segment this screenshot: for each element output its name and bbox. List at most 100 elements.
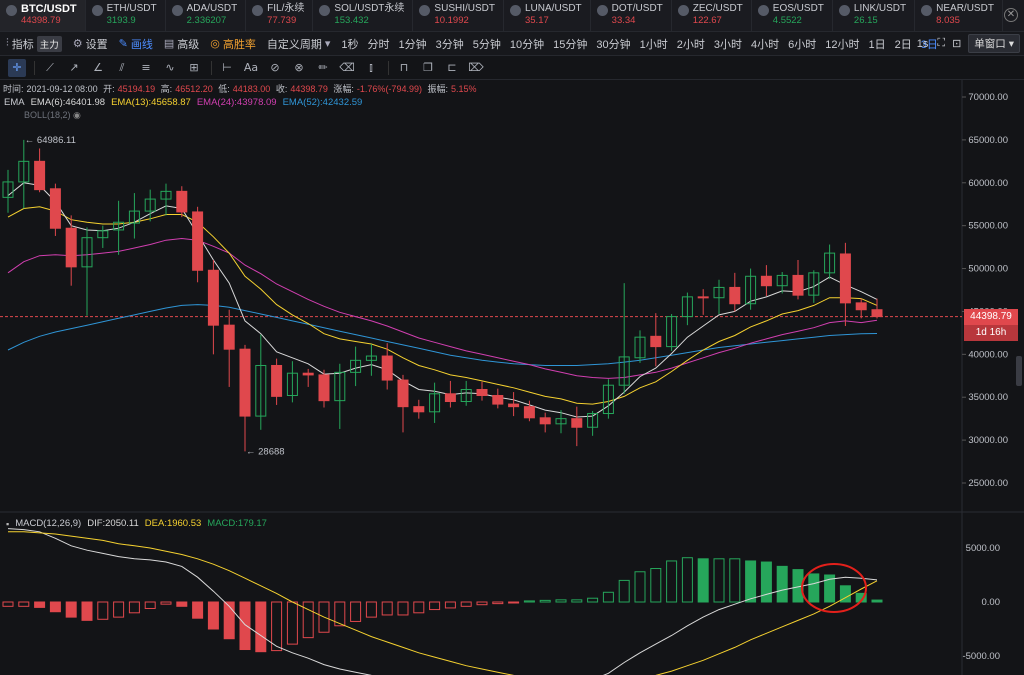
parallel-icon[interactable]: ≡ <box>141 61 151 74</box>
price-scale-handle[interactable] <box>1016 356 1022 386</box>
ticker-symbol: FIL/永续 <box>267 3 305 14</box>
wave-icon[interactable]: ∿ <box>165 61 175 74</box>
macd-bar <box>318 601 330 633</box>
custom-period-dropdown[interactable]: 自定义周期 ▾ <box>267 36 331 52</box>
ticker-item[interactable]: SUSHI/USDT 10.1992 <box>413 0 504 31</box>
magnet-icon[interactable]: ⊘ <box>270 61 280 74</box>
brush-icon[interactable]: ✏ <box>318 61 328 74</box>
macd-name[interactable]: MACD(12,26,9) <box>15 518 82 529</box>
chart-area[interactable]: 70000.00 65000.00 60000.00 55000.00 50000.00… <box>0 80 1024 675</box>
dif-line <box>7 528 878 675</box>
candle-body <box>397 379 409 408</box>
toolbar-divider <box>211 60 212 75</box>
interval-button[interactable]: 2小时 <box>676 38 705 51</box>
ticker-price: 35.17 <box>524 15 549 26</box>
macd-bar <box>429 601 441 611</box>
interval-button[interactable]: 5分钟 <box>472 38 501 51</box>
ticker-item[interactable]: SOL/USDT永续 153.432 <box>313 0 414 31</box>
candle-body <box>539 417 551 425</box>
ticker-symbol: BTC/USDT <box>21 3 77 15</box>
trendline-icon[interactable]: ⟋ <box>46 60 54 74</box>
eraser-icon[interactable]: ⌫ <box>339 61 355 74</box>
interval-button[interactable]: 10分钟 <box>509 38 545 51</box>
interval-button[interactable]: 15分钟 <box>553 38 588 51</box>
text-icon[interactable]: Aa <box>243 61 259 74</box>
candle-body <box>255 364 267 417</box>
screenshot-icon[interactable]: ⊡ <box>952 38 962 50</box>
interval-button[interactable]: 1小时 <box>639 38 668 51</box>
candle-body <box>160 190 172 200</box>
open-label: 开: <box>103 84 115 94</box>
interval-button[interactable]: 30分钟 <box>596 38 631 51</box>
candle-body <box>681 296 693 318</box>
candle-body <box>492 395 504 405</box>
boll-legend[interactable]: BOLL(18,2) ◉ <box>24 110 81 121</box>
candle-type-icon[interactable]: ⫾ <box>369 60 373 74</box>
interval-button[interactable]: 12小时 <box>825 38 860 51</box>
winrate-button[interactable]: ◎ 高胜率 <box>210 36 256 52</box>
ticker-item[interactable]: EOS/USDT 4.5522 <box>752 0 833 31</box>
ray-icon[interactable]: ↗ <box>69 61 79 74</box>
ticker-price: 3193.9 <box>106 15 136 26</box>
ema13-value: EMA(13):45658.87 <box>111 97 191 108</box>
eye-icon[interactable]: ◉ <box>73 110 81 120</box>
price-tick-label: 30000.00 <box>968 435 1008 446</box>
advanced-icon: ▤ <box>163 38 175 50</box>
chevron-down-icon: ▾ <box>324 38 331 50</box>
high-value: 46512.20 <box>175 84 213 94</box>
interval-button[interactable]: 4小时 <box>751 38 780 51</box>
interval-1s-button[interactable]: 1s <box>916 37 929 50</box>
lock-draw-icon[interactable]: ⊗ <box>294 61 304 74</box>
ema6-line <box>7 182 878 418</box>
add-box-icon[interactable]: ⊞ <box>189 61 199 74</box>
single-window-dropdown[interactable]: 单窗口 ▾ <box>968 34 1020 53</box>
macd-bar <box>555 599 567 603</box>
ema24-value: EMA(24):43978.09 <box>196 97 277 108</box>
ticker-item[interactable]: FIL/永续 77.739 <box>246 0 314 31</box>
copy-icon[interactable]: ❐ <box>423 61 433 74</box>
interval-button[interactable]: 1秒 <box>341 38 359 51</box>
ticker-item[interactable]: ADA/USDT 2.336207 <box>166 0 247 31</box>
ruler-icon[interactable]: ⊢ <box>222 61 232 74</box>
macd-bar <box>413 601 425 614</box>
macd-bar <box>350 601 362 622</box>
trash-icon[interactable]: ⌦ <box>468 61 484 74</box>
interval-button[interactable]: 2日 <box>894 38 912 51</box>
ticker-item[interactable]: LINK/USDT 26.15 <box>833 0 916 31</box>
interval-button[interactable]: 6小时 <box>788 38 817 51</box>
interval-button[interactable]: 分时 <box>367 38 390 51</box>
interval-button[interactable]: 3小时 <box>713 38 743 51</box>
ticker-item[interactable]: ZEC/USDT 122.67 <box>672 0 752 31</box>
ticker-item[interactable]: DOT/USDT 33.34 <box>591 0 672 31</box>
ticker-item[interactable]: BTC/USDT 44398.79 <box>0 0 86 31</box>
interval-button[interactable]: 3分钟 <box>435 38 464 51</box>
ticker-price: 8.035 <box>936 15 960 26</box>
settings-button[interactable]: ⚙ 设置 <box>73 36 108 52</box>
macd-bar <box>113 601 125 618</box>
macd-bar <box>18 601 30 607</box>
channel-icon[interactable]: ⫽ <box>119 60 125 74</box>
close-icon[interactable]: ✕ <box>1004 8 1018 22</box>
close-value: 44398.79 <box>290 84 328 94</box>
macd-bar <box>713 558 725 603</box>
ema-name[interactable]: EMA <box>4 97 25 108</box>
indicators-button[interactable]: ⫶ 指标 主力 <box>6 35 62 52</box>
macd-bar <box>255 601 267 653</box>
angle-icon[interactable]: ∠ <box>93 61 103 74</box>
ticker-price: 2.336207 <box>186 15 227 26</box>
fullscreen-icon[interactable]: ⛶ <box>937 37 946 49</box>
interval-button[interactable]: 1日 <box>868 38 886 51</box>
interval-button[interactable]: 1分钟 <box>398 38 427 51</box>
interval-button[interactable]: 3日 <box>920 38 938 51</box>
crosshair-icon[interactable]: ✛ <box>8 58 26 77</box>
draw-button[interactable]: ✎ 画线 <box>119 36 153 52</box>
ticker-item[interactable]: NEAR/USDT 8.035 <box>915 0 1003 31</box>
ticker-symbol: DOT/USDT <box>611 3 663 14</box>
advanced-button[interactable]: ▤ 高级 <box>164 36 199 52</box>
ticker-item[interactable]: LUNA/USDT 35.17 <box>504 0 591 31</box>
cut-icon[interactable]: ⊏ <box>447 61 457 74</box>
lock-icon[interactable]: ⊓ <box>399 61 409 74</box>
ticker-item[interactable]: ETH/USDT 3193.9 <box>86 0 166 31</box>
macd-bar <box>476 601 488 606</box>
eye-icon[interactable]: ▪ <box>6 518 10 529</box>
